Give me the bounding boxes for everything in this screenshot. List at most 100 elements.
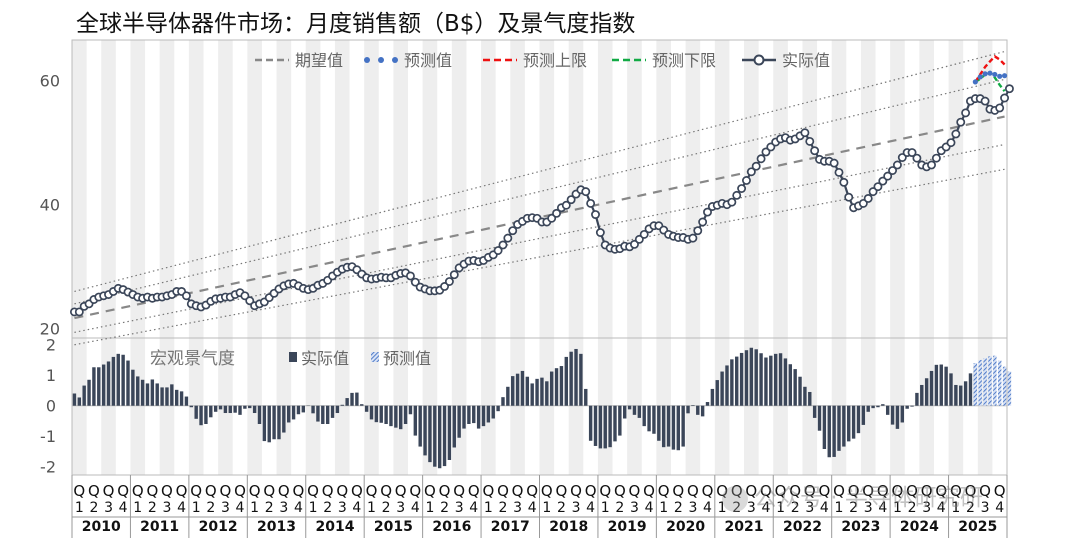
- sentiment-bar: [949, 373, 953, 406]
- quarter-number: 2: [323, 500, 332, 516]
- quarter-stripe: [451, 40, 467, 475]
- quarter-letter: Q: [906, 482, 918, 500]
- sentiment-bar: [228, 405, 232, 414]
- sentiment-bar: [657, 405, 661, 441]
- sentiment-bar: [832, 405, 836, 457]
- sentiment-bar: [423, 405, 427, 456]
- sentiment-bar: [773, 353, 778, 406]
- quarter-number: 3: [864, 500, 873, 516]
- actual-point: [810, 146, 820, 156]
- sentiment-bar: [97, 367, 101, 406]
- actual-point: [586, 198, 596, 208]
- sentiment-bar: [647, 405, 651, 432]
- actual-point: [503, 233, 513, 243]
- actual-point: [883, 171, 893, 181]
- sentiment-bar: [764, 357, 768, 406]
- quarter-letter: Q: [424, 482, 436, 500]
- sentiment-bar: [730, 359, 734, 406]
- sentiment-bar: [759, 353, 763, 406]
- sentiment-bar: [335, 405, 340, 414]
- sentiment-bar: [871, 405, 875, 409]
- quarter-stripe: [305, 40, 321, 475]
- legend-swatch: [378, 57, 384, 63]
- sentiment-bar: [501, 397, 505, 406]
- quarter-letter: Q: [745, 482, 757, 500]
- sentiment-bar: [788, 364, 792, 406]
- sentiment-bar: [330, 405, 335, 418]
- sentiment-bar: [442, 405, 447, 467]
- quarter-letter: Q: [336, 482, 348, 500]
- quarter-stripe: [744, 40, 759, 475]
- sentiment-bar: [394, 405, 398, 428]
- actual-point: [829, 158, 839, 168]
- sentiment-bar: [744, 350, 749, 406]
- sentiment-bar: [847, 405, 851, 442]
- quarter-letter: Q: [453, 482, 465, 500]
- quarter-number: 1: [601, 500, 610, 516]
- quarter-letter: Q: [219, 482, 231, 500]
- quarter-number: 2: [440, 500, 449, 516]
- quarter-number: 3: [163, 500, 172, 516]
- sentiment-bar: [856, 405, 861, 434]
- quarter-letter: Q: [877, 482, 889, 500]
- actual-point: [927, 160, 936, 170]
- quarter-letter: Q: [380, 482, 392, 500]
- quarter-letter: Q: [818, 482, 830, 500]
- quarter-number: 2: [732, 500, 741, 516]
- sentiment-bar: [311, 405, 315, 414]
- actual-point: [444, 277, 454, 286]
- quarter-stripe: [627, 40, 642, 475]
- actual-point: [892, 160, 902, 170]
- sentiment-bar: [160, 387, 164, 406]
- actual-point: [639, 229, 649, 239]
- sentiment-bar: [803, 386, 807, 406]
- actual-point: [449, 270, 459, 280]
- quarter-letter: Q: [789, 482, 801, 500]
- sentiment-bar: [472, 405, 476, 424]
- sentiment-bar: [613, 405, 617, 442]
- quarter-letter: Q: [556, 482, 568, 500]
- sentiment-bar: [491, 405, 495, 419]
- sentiment-bar: [968, 373, 973, 406]
- sentiment-bar: [243, 405, 247, 409]
- legend-swatch: [289, 352, 297, 362]
- quarter-number: 4: [761, 500, 770, 516]
- quarter-letter: Q: [950, 482, 962, 500]
- quarter-stripe: [539, 40, 555, 475]
- quarter-stripe: [364, 40, 379, 475]
- actual-point: [844, 192, 854, 202]
- year-label: 2012: [199, 519, 238, 535]
- quarter-letter: Q: [731, 482, 743, 500]
- forecast-bar: [983, 358, 987, 406]
- sentiment-bar: [199, 405, 203, 426]
- sentiment-bar: [325, 405, 330, 424]
- sentiment-bar: [827, 405, 831, 458]
- sentiment-bar: [447, 405, 452, 460]
- actual-point: [508, 226, 518, 236]
- quarter-letter: Q: [176, 482, 188, 500]
- actual-point: [1004, 84, 1014, 94]
- quarter-letter: Q: [643, 482, 655, 500]
- actual-point: [693, 226, 703, 236]
- sentiment-bar: [822, 405, 827, 450]
- actual-point: [907, 148, 917, 158]
- sentiment-bar: [179, 391, 184, 406]
- quarter-number: 4: [528, 500, 537, 516]
- quarter-letter: Q: [994, 482, 1006, 500]
- quarter-letter: Q: [599, 482, 611, 500]
- sentiment-bar: [574, 348, 578, 406]
- sentiment-bar: [535, 378, 539, 406]
- quarter-number: 3: [279, 500, 288, 516]
- quarter-number: 1: [484, 500, 493, 516]
- legend-swatch: [364, 57, 370, 63]
- quarter-number: 3: [455, 500, 464, 516]
- quarter-letter: Q: [482, 482, 494, 500]
- quarter-stripe: [101, 40, 116, 475]
- legend-label: 实际值: [301, 349, 349, 368]
- sentiment-bar: [559, 366, 564, 406]
- sentiment-bar: [525, 376, 530, 406]
- sentiment-bar: [842, 405, 846, 447]
- actual-point: [732, 190, 742, 200]
- sentiment-bar: [252, 405, 257, 414]
- actual-point: [561, 200, 571, 210]
